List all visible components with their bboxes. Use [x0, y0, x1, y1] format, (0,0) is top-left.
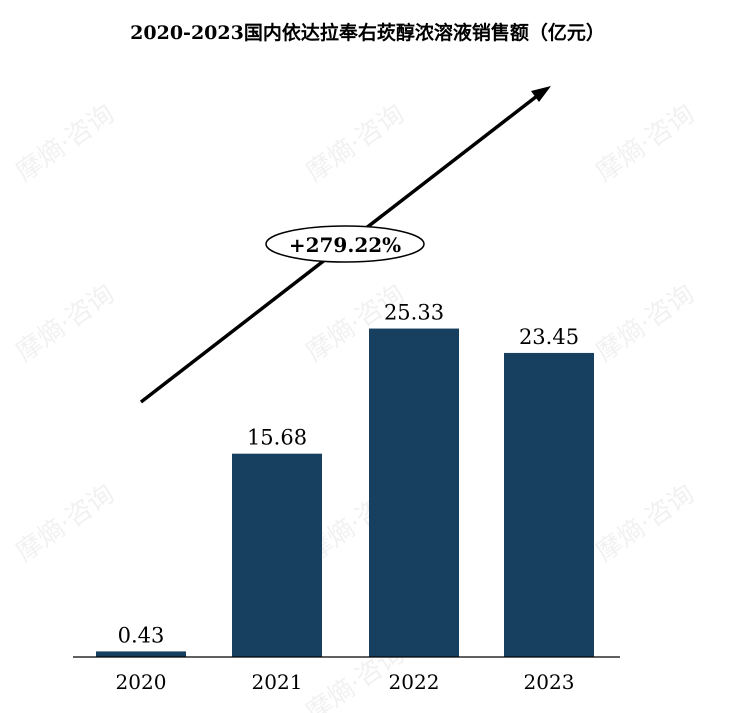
watermark-text: 摩熵·咨询: [591, 479, 700, 568]
watermark-text: 摩熵·咨询: [11, 99, 120, 188]
growth-annotation: +279.22%: [139, 86, 551, 404]
labels-group: 0.43 2020 15.68 2021 25.33 2022 23.45 2023: [116, 301, 580, 694]
chart-title: 2020-2023国内依达拉奉右莰醇浓溶液销售额（亿元）: [130, 22, 605, 44]
data-label-2021: 15.68: [247, 426, 307, 450]
bars-group: [96, 328, 594, 657]
growth-label: +279.22%: [289, 233, 401, 257]
trend-arrow-head: [531, 86, 551, 102]
watermark-text: 摩熵·咨询: [591, 279, 700, 368]
bar-2020: [96, 651, 186, 657]
growth-ellipse: [265, 225, 425, 263]
watermark-text: 摩熵·咨询: [11, 279, 120, 368]
data-label-2023: 23.45: [519, 325, 579, 349]
bar-2022: [369, 328, 459, 657]
data-label-2022: 25.33: [384, 301, 444, 325]
data-label-2020: 0.43: [118, 623, 165, 647]
watermark-text: 摩熵·咨询: [11, 479, 120, 568]
bar-2023: [504, 352, 594, 657]
watermark-text: 摩熵·咨询: [591, 99, 700, 188]
x-tick-label-2021: 2021: [252, 670, 303, 694]
x-tick-label-2020: 2020: [116, 670, 167, 694]
bar-2021: [232, 453, 322, 657]
watermark-text: 摩熵·咨询: [301, 99, 410, 188]
x-tick-label-2022: 2022: [389, 670, 440, 694]
x-tick-label-2023: 2023: [524, 670, 575, 694]
